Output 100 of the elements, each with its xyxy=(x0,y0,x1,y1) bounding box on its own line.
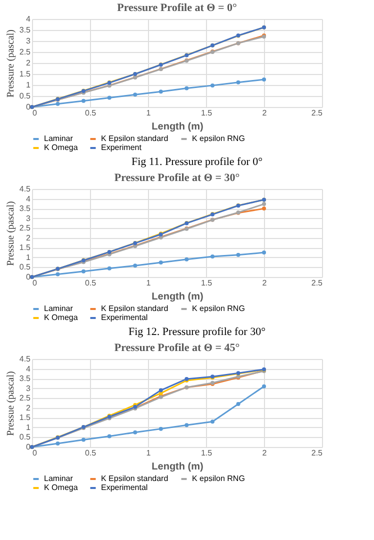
chart-title: Pressure Profile at Θ = 30° xyxy=(114,172,240,184)
legend-label: K Omega xyxy=(44,313,78,322)
point xyxy=(210,83,214,88)
legend-label: K Omega xyxy=(44,483,78,492)
y-tick-label: 3 xyxy=(26,214,32,223)
point xyxy=(56,102,60,106)
y-tick-label: 4 xyxy=(26,364,32,374)
y-tick-label: 4.5 xyxy=(19,184,32,194)
x-tick-label: 1 xyxy=(146,278,152,288)
point xyxy=(262,202,266,206)
y-tick-label: 3.5 xyxy=(19,374,32,384)
legend-label: K Omega xyxy=(44,143,78,152)
point xyxy=(158,388,163,392)
x-tick-label: 0.5 xyxy=(84,278,97,288)
legend-label: Experimental xyxy=(101,313,148,322)
y-tick-label: 1.5 xyxy=(19,413,32,422)
point xyxy=(236,402,240,406)
x-axis-title: Length (m) xyxy=(152,122,204,132)
legend-label: Experimental xyxy=(101,483,148,492)
legend-label: Laminar xyxy=(44,304,74,313)
legend-label: K epsilon RNG xyxy=(192,134,245,143)
point xyxy=(107,266,112,270)
point xyxy=(262,78,266,82)
point xyxy=(236,252,240,257)
y-tick-label: 2 xyxy=(26,403,32,412)
point xyxy=(184,86,189,90)
point xyxy=(184,423,189,428)
y-tick-label: 3 xyxy=(26,36,32,46)
y-tick-label: 0.5 xyxy=(19,92,32,100)
y-tick-label: 3.5 xyxy=(19,26,32,34)
y-tick-label: 2 xyxy=(26,233,32,242)
legend-label: K Epsilon standard xyxy=(101,134,168,143)
x-tick-label: 0 xyxy=(32,108,38,118)
point xyxy=(107,96,112,100)
x-axis-title: Length (m) xyxy=(152,292,204,302)
y-axis-title: Pressue (pascal) xyxy=(5,201,16,266)
point xyxy=(133,430,138,434)
y-tick-label: 0 xyxy=(26,272,32,282)
y-tick-label: 3.5 xyxy=(19,204,32,214)
y-tick-label: 1.5 xyxy=(19,70,32,78)
point xyxy=(158,260,163,265)
x-tick-label: 0.5 xyxy=(84,108,97,118)
x-axis-title: Length (m) xyxy=(152,462,204,472)
point xyxy=(82,98,86,103)
y-tick-label: 1 xyxy=(26,80,32,90)
legend-label: K epsilon RNG xyxy=(192,474,245,483)
x-tick-label: 1 xyxy=(146,108,152,118)
y-axis-title: Pressue (pascal) xyxy=(5,371,16,436)
y-tick-label: 0.5 xyxy=(19,432,32,442)
point xyxy=(158,426,163,431)
x-tick-label: 2.5 xyxy=(311,108,324,118)
legend-label: Experiment xyxy=(101,143,142,152)
y-tick-label: 2 xyxy=(26,58,32,68)
caption: Fig 12. Pressure profile for 30° xyxy=(128,326,266,338)
x-tick-label: 0 xyxy=(32,278,38,288)
point xyxy=(56,272,60,276)
point xyxy=(56,441,60,446)
y-tick-label: 0 xyxy=(26,442,32,452)
point xyxy=(236,80,240,84)
y-tick-label: 4 xyxy=(26,14,32,24)
chart-title: Pressure Profile at Θ = 45° xyxy=(114,342,240,354)
y-tick-label: 3 xyxy=(26,384,32,393)
x-tick-label: 2 xyxy=(262,278,268,288)
legend-label: K Epsilon standard xyxy=(101,304,168,313)
point xyxy=(210,254,214,258)
legend-label: Laminar xyxy=(44,474,74,483)
point xyxy=(210,420,214,424)
y-tick-label: 4 xyxy=(26,194,32,204)
point xyxy=(262,250,266,255)
x-tick-label: 2.5 xyxy=(311,448,324,458)
x-tick-label: 1.5 xyxy=(200,108,213,118)
legend-label: K epsilon RNG xyxy=(192,304,245,313)
y-tick-label: 0 xyxy=(26,102,32,112)
point xyxy=(158,90,163,94)
x-tick-label: 2 xyxy=(262,108,268,118)
point xyxy=(133,92,138,97)
y-tick-label: 2.5 xyxy=(19,394,32,403)
y-tick-label: 1.5 xyxy=(19,243,32,252)
point xyxy=(133,264,138,268)
y-tick-label: 0.5 xyxy=(19,262,32,272)
point xyxy=(262,384,266,388)
y-tick-label: 2.5 xyxy=(19,48,32,56)
y-tick-label: 4.5 xyxy=(19,354,32,364)
chart-title: Pressure Profile at Θ = 0° xyxy=(117,2,237,14)
y-tick-label: 1 xyxy=(26,422,32,432)
caption: Fig 11. Pressure profile for 0° xyxy=(131,156,263,168)
x-tick-label: 0 xyxy=(32,448,38,458)
x-tick-label: 2.5 xyxy=(311,278,324,288)
legend-label: K Epsilon standard xyxy=(101,474,168,483)
x-tick-label: 2 xyxy=(262,448,268,458)
point xyxy=(262,206,266,211)
x-tick-label: 1.5 xyxy=(200,278,213,288)
point xyxy=(107,434,112,438)
point xyxy=(82,438,86,442)
x-tick-label: 0.5 xyxy=(84,448,97,458)
legend-label: Laminar xyxy=(44,134,74,143)
y-axis-title: Pressure (pascal) xyxy=(5,29,16,98)
point xyxy=(82,269,86,274)
point xyxy=(184,257,189,262)
y-tick-label: 2.5 xyxy=(19,224,32,233)
